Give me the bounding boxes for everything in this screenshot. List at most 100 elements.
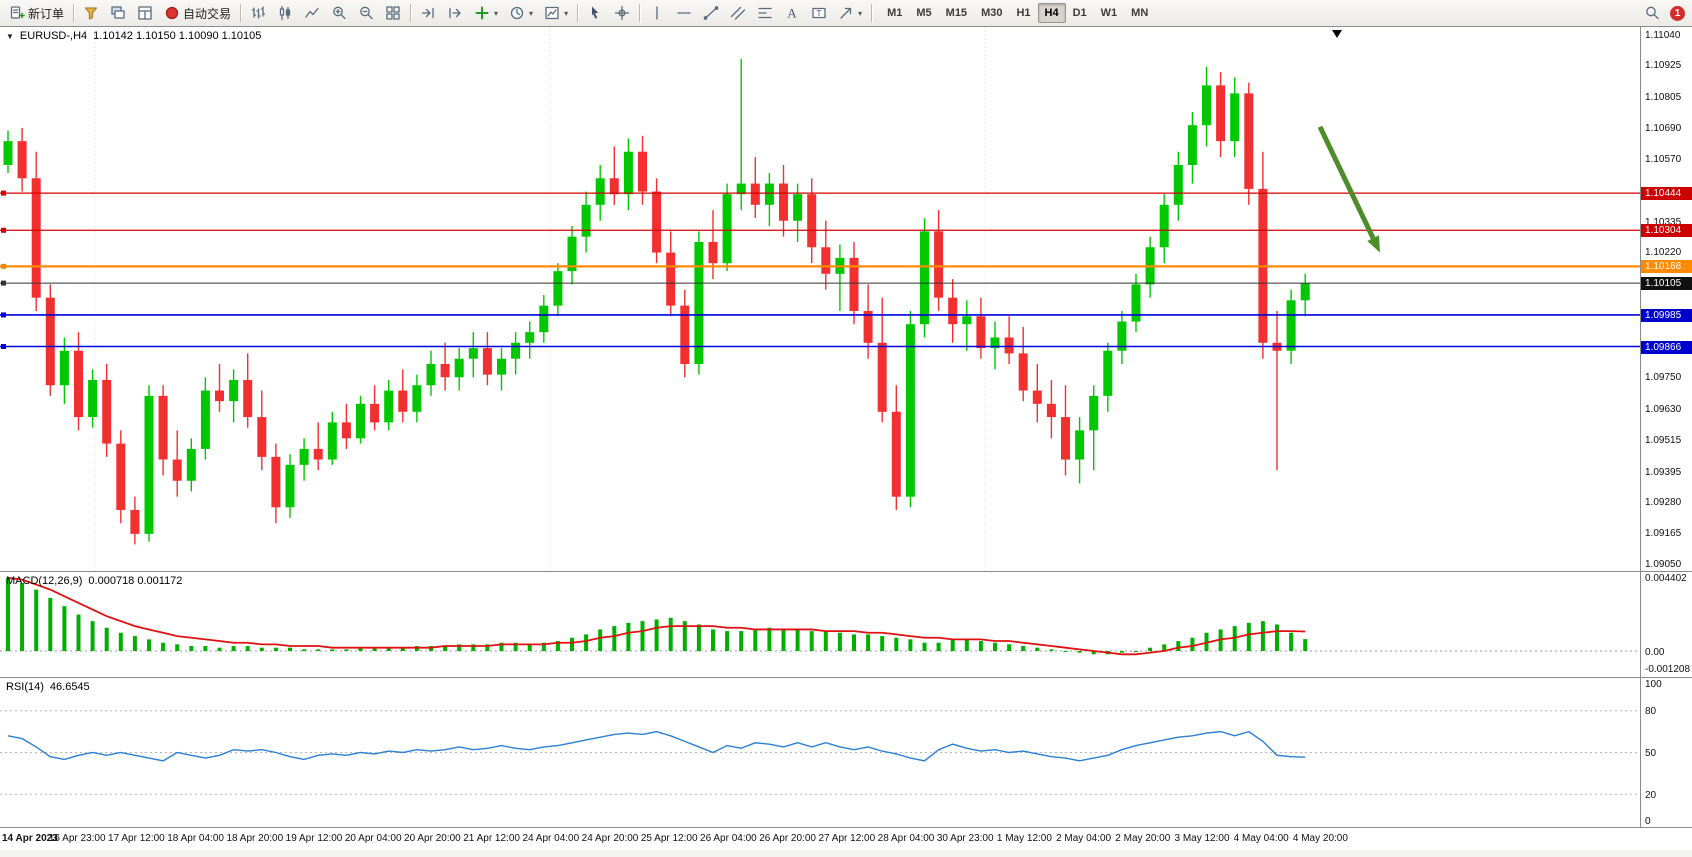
rsi-axis: 100 80 50 20 0 bbox=[1640, 678, 1692, 827]
vline-icon bbox=[649, 5, 665, 21]
price-chart-panel[interactable]: 1.11040 1.10925 1.10805 1.10690 1.10570 1.103… bbox=[0, 27, 1692, 572]
chart-shift-button[interactable] bbox=[442, 2, 468, 24]
timeframe-d1-button[interactable]: D1 bbox=[1072, 7, 1087, 19]
text-icon: A bbox=[784, 5, 800, 21]
text-label-button[interactable]: T bbox=[806, 2, 832, 24]
time-label: 26 Apr 20:00 bbox=[759, 833, 816, 844]
toolbar-separator bbox=[639, 4, 641, 22]
autotrading-icon bbox=[164, 5, 180, 21]
market-watch-button[interactable] bbox=[132, 2, 158, 24]
bar-chart-mode-button[interactable] bbox=[245, 2, 271, 24]
indicators-button[interactable]: ▾ bbox=[469, 2, 503, 24]
level-price-tag[interactable]: 1.09866 bbox=[1641, 340, 1692, 354]
timeframe-mn-button[interactable]: MN bbox=[1131, 7, 1149, 19]
rsi-chart[interactable] bbox=[0, 678, 1640, 827]
indicators-icon bbox=[474, 5, 490, 21]
timeframe-m5-button[interactable]: M5 bbox=[916, 7, 932, 19]
timeframe-h1-button[interactable]: H1 bbox=[1016, 7, 1031, 19]
price-axis-label: 1.09630 bbox=[1645, 404, 1682, 416]
timeframe-m15-button[interactable]: M15 bbox=[945, 7, 968, 19]
vertical-line-button[interactable] bbox=[644, 2, 670, 24]
symbol-marker-icon[interactable]: ▼ bbox=[6, 31, 14, 41]
time-label: 16 Apr 23:00 bbox=[48, 833, 106, 844]
toolbar-separator bbox=[73, 4, 75, 22]
toolbar-right-group: 1 bbox=[1639, 2, 1688, 24]
crosshair-icon bbox=[614, 5, 630, 21]
chart-windows-button[interactable] bbox=[105, 2, 131, 24]
rsi-title: RSI(14) 46.6545 bbox=[6, 681, 90, 693]
price-axis-label: 1.11040 bbox=[1645, 29, 1681, 41]
equidistant-channel-button[interactable] bbox=[725, 2, 751, 24]
toolbar-separator bbox=[871, 4, 873, 22]
autoscroll-icon bbox=[420, 5, 436, 21]
trend-arrow-annotation bbox=[1317, 125, 1380, 253]
rsi-value-label: 46.6545 bbox=[49, 681, 90, 693]
auto-scroll-button[interactable] bbox=[415, 2, 441, 24]
fibonacci-button[interactable] bbox=[752, 2, 778, 24]
expert-advisors-button[interactable] bbox=[78, 2, 104, 24]
zoom-out-icon bbox=[358, 5, 374, 21]
dropdown-caret-icon: ▾ bbox=[564, 8, 569, 18]
price-axis-label: 1.09050 bbox=[1645, 558, 1682, 570]
time-label: 28 Apr 04:00 bbox=[877, 833, 935, 844]
macd-panel[interactable]: 0.004402 0.00 -0.001208 MACD(12,26,9) 0.00… bbox=[0, 572, 1692, 678]
line-chart-mode-button[interactable] bbox=[299, 2, 325, 24]
text-button[interactable]: A bbox=[779, 2, 805, 24]
timeframe-w1-button[interactable]: W1 bbox=[1100, 7, 1118, 19]
bottom-strip bbox=[0, 850, 1692, 857]
tile-windows-button[interactable] bbox=[380, 2, 406, 24]
current-price-tag[interactable]: 1.10105 bbox=[1641, 277, 1692, 291]
time-label: 27 Apr 12:00 bbox=[818, 833, 876, 844]
horizontal-line-button[interactable] bbox=[671, 2, 697, 24]
crosshair-button[interactable] bbox=[609, 2, 635, 24]
price-axis[interactable]: 1.11040 1.10925 1.10805 1.10690 1.10570 1.103… bbox=[1640, 27, 1692, 571]
price-axis-label: 1.10805 bbox=[1645, 91, 1682, 103]
price-axis-label: 1.09515 bbox=[1645, 434, 1682, 446]
notification-badge[interactable]: 1 bbox=[1670, 5, 1685, 21]
macd-name-label: MACD(12,26,9) bbox=[6, 575, 83, 587]
template-icon bbox=[544, 5, 560, 21]
level-price-tag[interactable]: 1.10444 bbox=[1641, 186, 1692, 200]
candlestick-chart[interactable] bbox=[0, 27, 1640, 571]
macd-chart[interactable] bbox=[0, 572, 1640, 677]
windows-icon bbox=[110, 5, 126, 21]
time-label: 24 Apr 20:00 bbox=[581, 833, 639, 844]
main-toolbar: 新订单 自动交易 ▾ ▾ ▾ A T ▾ M1 M5 M15 M30 H1 H4 D1 W1 MN 1 bbox=[0, 0, 1692, 27]
search-icon bbox=[1644, 5, 1660, 21]
time-label: 26 Apr 04:00 bbox=[700, 833, 757, 844]
rsi-axis-label: 0 bbox=[1645, 816, 1651, 827]
candles-group bbox=[3, 58, 1310, 545]
time-label: 19 Apr 12:00 bbox=[285, 833, 343, 844]
timeframe-m30-button[interactable]: M30 bbox=[981, 7, 1003, 19]
search-button[interactable] bbox=[1639, 2, 1665, 24]
chart-workspace: 1.11040 1.10925 1.10805 1.10690 1.10570 1.103… bbox=[0, 27, 1692, 857]
level-line-handle bbox=[1, 263, 6, 269]
chart-top-marker bbox=[1332, 29, 1342, 38]
timeframe-m1-button[interactable]: M1 bbox=[887, 7, 903, 19]
trendline-button[interactable] bbox=[698, 2, 724, 24]
svg-text:A: A bbox=[787, 6, 797, 21]
level-line-handle bbox=[1, 344, 6, 349]
zoom-in-button[interactable] bbox=[326, 2, 352, 24]
autotrading-button[interactable]: 自动交易 bbox=[159, 2, 236, 24]
arrows-button[interactable]: ▾ bbox=[833, 2, 867, 24]
time-label: 24 Apr 04:00 bbox=[522, 833, 580, 844]
time-axis[interactable]: 14 Apr 2023 16 Apr 23:00 17 Apr 12:00 18 Ap… bbox=[0, 828, 1640, 850]
macd-signal-line bbox=[7, 577, 1306, 656]
zoom-out-button[interactable] bbox=[353, 2, 379, 24]
level-line-handle bbox=[1, 227, 6, 233]
level-price-tag[interactable]: 1.09985 bbox=[1641, 308, 1692, 322]
candlestick-mode-button[interactable] bbox=[272, 2, 298, 24]
level-price-tag[interactable]: 1.10168 bbox=[1641, 260, 1692, 274]
cursor-button[interactable] bbox=[582, 2, 608, 24]
time-label: 4 May 04:00 bbox=[1233, 833, 1289, 844]
periods-button[interactable]: ▾ bbox=[504, 2, 538, 24]
candle-chart-icon bbox=[277, 5, 293, 21]
ohlc-quote-label: 1.10142 1.10150 1.10090 1.10105 bbox=[93, 30, 262, 42]
templates-button[interactable]: ▾ bbox=[539, 2, 573, 24]
level-price-tag[interactable]: 1.10304 bbox=[1641, 224, 1692, 238]
new-order-button[interactable]: 新订单 bbox=[4, 2, 69, 24]
timeframe-h4-button[interactable]: H4 bbox=[1037, 3, 1066, 23]
time-label: 20 Apr 20:00 bbox=[404, 833, 461, 844]
rsi-panel[interactable]: 100 80 50 20 0 RSI(14) 46.6545 bbox=[0, 678, 1692, 828]
